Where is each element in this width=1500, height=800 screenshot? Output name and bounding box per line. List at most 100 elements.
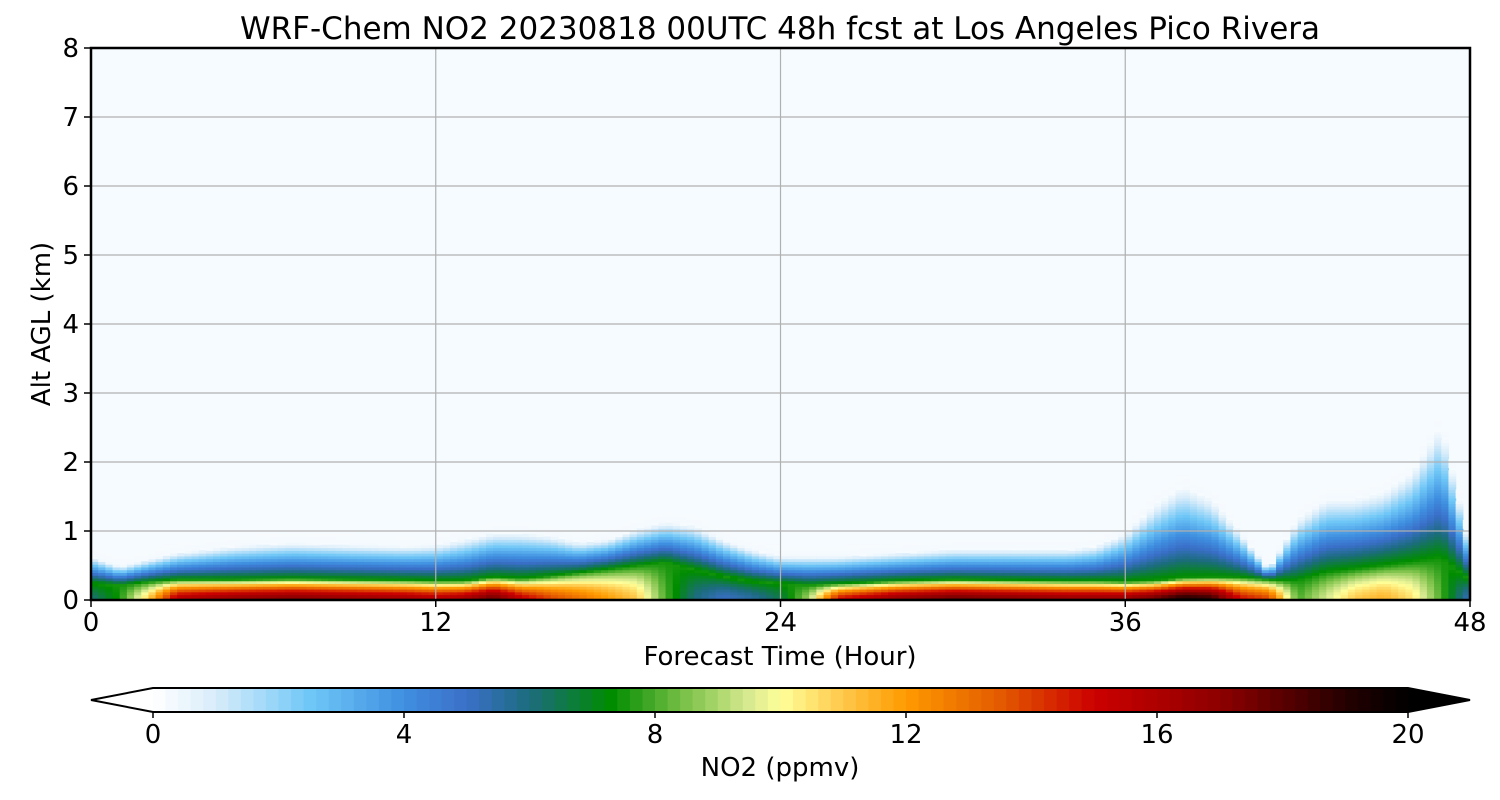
field-cell	[1189, 580, 1198, 585]
field-cell	[421, 547, 430, 551]
field-cell	[284, 550, 293, 554]
field-cell	[335, 547, 343, 551]
field-cell	[371, 583, 379, 587]
field-cell	[909, 561, 918, 565]
field-cell	[1390, 566, 1399, 571]
field-cell	[1046, 566, 1055, 571]
field-cell	[378, 561, 387, 565]
field-cell	[1232, 586, 1241, 590]
field-cell	[1390, 572, 1399, 576]
field-cell	[737, 553, 746, 557]
field-cell	[766, 586, 774, 590]
field-cell	[471, 550, 480, 554]
field-cell	[1204, 517, 1213, 521]
field-cell	[529, 555, 537, 560]
field-cell	[1319, 566, 1327, 571]
field-cell	[1232, 533, 1241, 538]
field-cell	[557, 553, 566, 557]
field-cell	[809, 564, 818, 568]
field-cell	[1010, 566, 1019, 571]
field-cell	[1405, 503, 1414, 507]
field-cell	[794, 569, 803, 573]
field-cell	[1340, 547, 1349, 551]
field-cell	[177, 566, 185, 571]
field-cell	[256, 555, 264, 560]
field-cell	[1039, 575, 1047, 579]
field-cell	[1254, 588, 1263, 593]
field-cell	[1326, 569, 1335, 573]
field-cell	[873, 575, 882, 579]
field-cell	[1347, 525, 1356, 529]
field-cell	[780, 588, 789, 593]
field-cell	[1225, 564, 1234, 568]
field-cell	[1225, 542, 1234, 546]
field-cell	[687, 542, 695, 546]
field-cell	[435, 558, 444, 562]
field-cell	[134, 558, 142, 562]
field-cell	[1017, 553, 1026, 557]
field-cell	[335, 539, 343, 543]
field-cell	[335, 586, 343, 590]
field-cell	[1283, 591, 1292, 596]
field-cell	[1383, 594, 1392, 598]
field-cell	[622, 564, 631, 568]
field-cell	[622, 586, 631, 590]
field-cell	[658, 586, 667, 590]
field-cell	[557, 547, 566, 551]
field-cell	[529, 588, 537, 593]
field-cell	[270, 569, 279, 573]
field-cell	[744, 577, 753, 582]
field-cell	[486, 558, 494, 562]
field-cell	[1362, 489, 1371, 493]
field-cell	[550, 553, 559, 557]
field-cell	[256, 550, 264, 554]
field-cell	[1067, 555, 1076, 560]
field-cell	[651, 514, 659, 518]
field-cell	[837, 588, 846, 593]
field-cell	[220, 555, 229, 560]
field-cell	[529, 544, 537, 549]
field-cell	[1067, 564, 1076, 568]
field-cell	[1153, 561, 1162, 565]
field-cell	[1182, 475, 1191, 480]
field-cell	[837, 555, 846, 560]
field-cell	[802, 575, 810, 579]
field-cell	[1297, 525, 1306, 529]
field-cell	[881, 583, 889, 587]
field-cell	[651, 594, 659, 598]
field-cell	[600, 588, 609, 593]
field-cell	[773, 586, 782, 590]
field-cell	[335, 544, 343, 549]
field-cell	[1405, 583, 1414, 587]
field-cell	[507, 553, 516, 557]
field-cell	[1426, 561, 1435, 565]
field-cell	[651, 564, 659, 568]
field-cell	[708, 586, 717, 590]
field-cell	[995, 577, 1004, 582]
field-cell	[407, 591, 415, 596]
field-cell	[450, 572, 458, 576]
field-cell	[866, 588, 875, 593]
field-cell	[1017, 594, 1026, 598]
field-cell	[342, 577, 351, 582]
field-cell	[1398, 522, 1406, 527]
field-cell	[816, 580, 825, 585]
field-cell	[644, 522, 652, 527]
field-cell	[873, 569, 882, 573]
field-cell	[608, 542, 616, 546]
field-cell	[586, 586, 595, 590]
field-cell	[888, 561, 897, 565]
field-cell	[1390, 531, 1399, 535]
field-cell	[1333, 564, 1342, 568]
field-cell	[960, 586, 968, 590]
field-cell	[1333, 594, 1342, 598]
field-cell	[758, 558, 767, 562]
field-cell	[1247, 558, 1256, 562]
field-cell	[478, 533, 487, 538]
field-cell	[1383, 544, 1392, 549]
field-cell	[155, 564, 164, 568]
field-cell	[378, 564, 387, 568]
field-cell	[758, 597, 767, 600]
field-cell	[471, 583, 480, 587]
field-cell	[794, 564, 803, 568]
